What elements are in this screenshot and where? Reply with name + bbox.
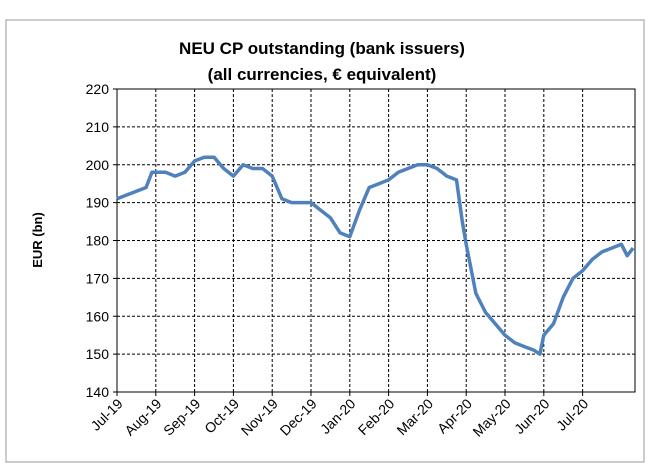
y-tick-label: 140 — [86, 384, 110, 400]
plot-border — [116, 88, 636, 393]
y-axis-label: EUR (bn) — [30, 212, 45, 268]
y-tick-label: 210 — [86, 119, 110, 135]
y-tick-label: 190 — [86, 195, 110, 211]
y-tick-label: 150 — [86, 346, 110, 362]
y-tick-label: 200 — [86, 157, 110, 173]
chart-subtitle: (all currencies, € equivalent) — [208, 65, 437, 84]
y-tick-label: 160 — [86, 308, 110, 324]
data-line — [116, 155, 635, 356]
y-tick-label: 180 — [86, 233, 110, 249]
y-tick-label: 220 — [86, 81, 110, 97]
y-tick-label: 170 — [86, 270, 110, 286]
chart-title: NEU CP outstanding (bank issuers) — [179, 39, 465, 58]
